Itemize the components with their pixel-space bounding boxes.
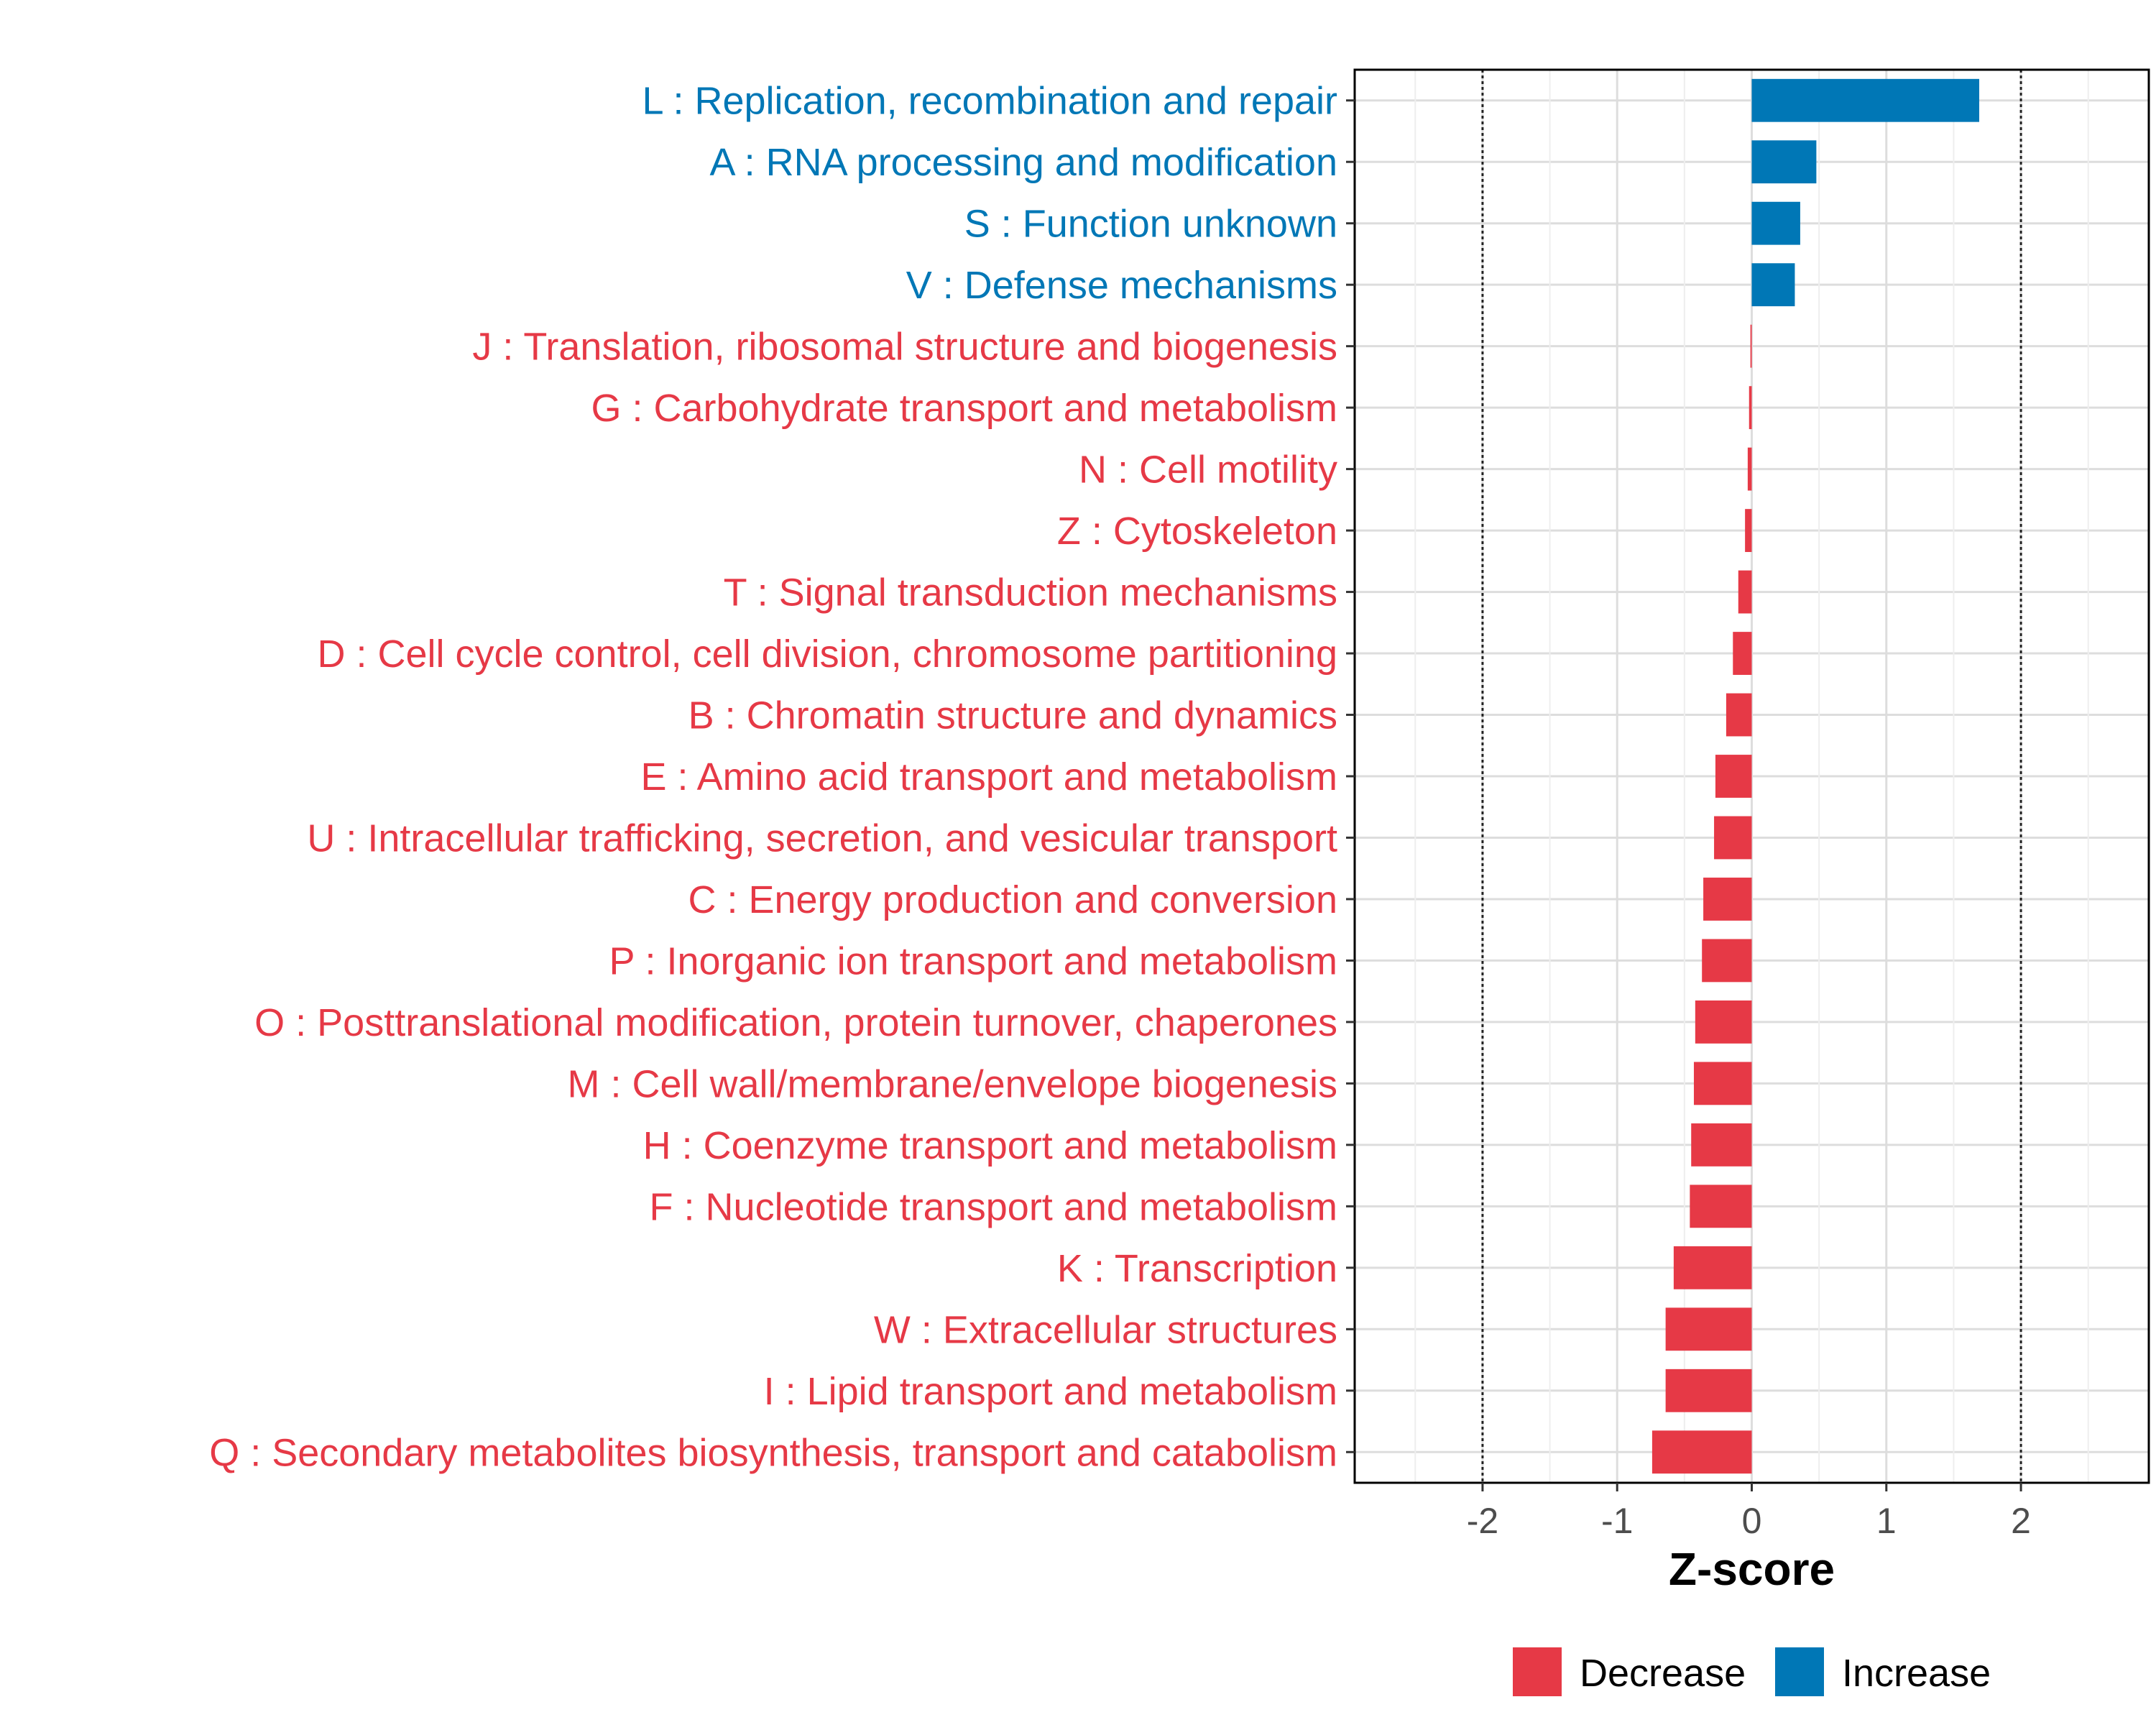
category-label: T : Signal transduction mechanisms xyxy=(724,571,1337,615)
category-label: K : Transcription xyxy=(1057,1247,1337,1290)
legend-swatch xyxy=(1775,1647,1824,1696)
category-label: U : Intracellular trafficking, secretion… xyxy=(307,816,1337,860)
category-label: Q : Secondary metabolites biosynthesis, … xyxy=(209,1431,1337,1474)
x-tick-label: 2 xyxy=(2011,1501,2031,1541)
bar xyxy=(1745,509,1752,553)
bar xyxy=(1733,632,1752,675)
category-labels: L : Replication, recombination and repai… xyxy=(209,80,1337,1475)
category-label: E : Amino acid transport and metabolism xyxy=(641,755,1337,799)
category-label: C : Energy production and conversion xyxy=(688,878,1337,921)
x-tick-label: 0 xyxy=(1742,1501,1762,1541)
category-label: D : Cell cycle control, cell division, c… xyxy=(317,632,1337,676)
bar xyxy=(1749,386,1752,430)
category-label: A : RNA processing and modification xyxy=(710,141,1337,184)
bar xyxy=(1751,140,1817,184)
bar xyxy=(1695,1000,1752,1044)
category-label: P : Inorganic ion transport and metaboli… xyxy=(609,939,1337,983)
category-label: H : Coenzyme transport and metabolism xyxy=(643,1124,1337,1167)
bar xyxy=(1702,939,1752,983)
bar xyxy=(1751,263,1795,307)
category-label: J : Translation, ribosomal structure and… xyxy=(472,326,1337,369)
y-axis-ticks xyxy=(1346,99,1355,1453)
category-label: N : Cell motility xyxy=(1079,448,1337,492)
legend: Decrease Increase xyxy=(1513,1647,1991,1696)
bar xyxy=(1651,1430,1752,1474)
bar xyxy=(1738,570,1752,614)
bar xyxy=(1691,1123,1752,1167)
bar xyxy=(1703,878,1752,921)
x-tick-label: -2 xyxy=(1467,1501,1498,1541)
x-tick-label: -1 xyxy=(1601,1501,1633,1541)
legend-label: Increase xyxy=(1842,1652,1991,1695)
bar xyxy=(1726,693,1752,737)
bar xyxy=(1673,1246,1752,1289)
bar xyxy=(1747,447,1752,491)
category-label: B : Chromatin structure and dynamics xyxy=(688,694,1337,737)
bar xyxy=(1750,324,1752,368)
bar xyxy=(1665,1368,1752,1412)
category-label: Z : Cytoskeleton xyxy=(1057,510,1337,553)
category-label: S : Function unknown xyxy=(964,203,1337,246)
legend-label: Decrease xyxy=(1580,1652,1746,1695)
category-label: I : Lipid transport and metabolism xyxy=(764,1370,1337,1413)
category-label: G : Carbohydrate transport and metabolis… xyxy=(591,387,1338,430)
bar xyxy=(1690,1184,1752,1228)
bar xyxy=(1693,1062,1752,1105)
category-label: W : Extracellular structures xyxy=(874,1308,1337,1351)
bar xyxy=(1714,816,1752,860)
bars xyxy=(1651,78,1980,1474)
category-label: L : Replication, recombination and repai… xyxy=(642,80,1337,123)
bar xyxy=(1665,1307,1752,1351)
legend-swatch xyxy=(1513,1647,1562,1696)
bar xyxy=(1751,78,1980,122)
x-tick-label: 1 xyxy=(1876,1501,1897,1541)
x-axis-ticks: -2 -1 0 1 2 xyxy=(1467,1483,2031,1541)
category-label: O : Posttranslational modification, prot… xyxy=(254,1001,1337,1044)
bar xyxy=(1751,201,1800,245)
category-label: F : Nucleotide transport and metabolism xyxy=(650,1185,1337,1228)
x-axis-title: Z-score xyxy=(1669,1543,1835,1595)
category-label: M : Cell wall/membrane/envelope biogenes… xyxy=(567,1062,1337,1105)
bar xyxy=(1715,755,1752,798)
category-label: V : Defense mechanisms xyxy=(906,264,1337,307)
